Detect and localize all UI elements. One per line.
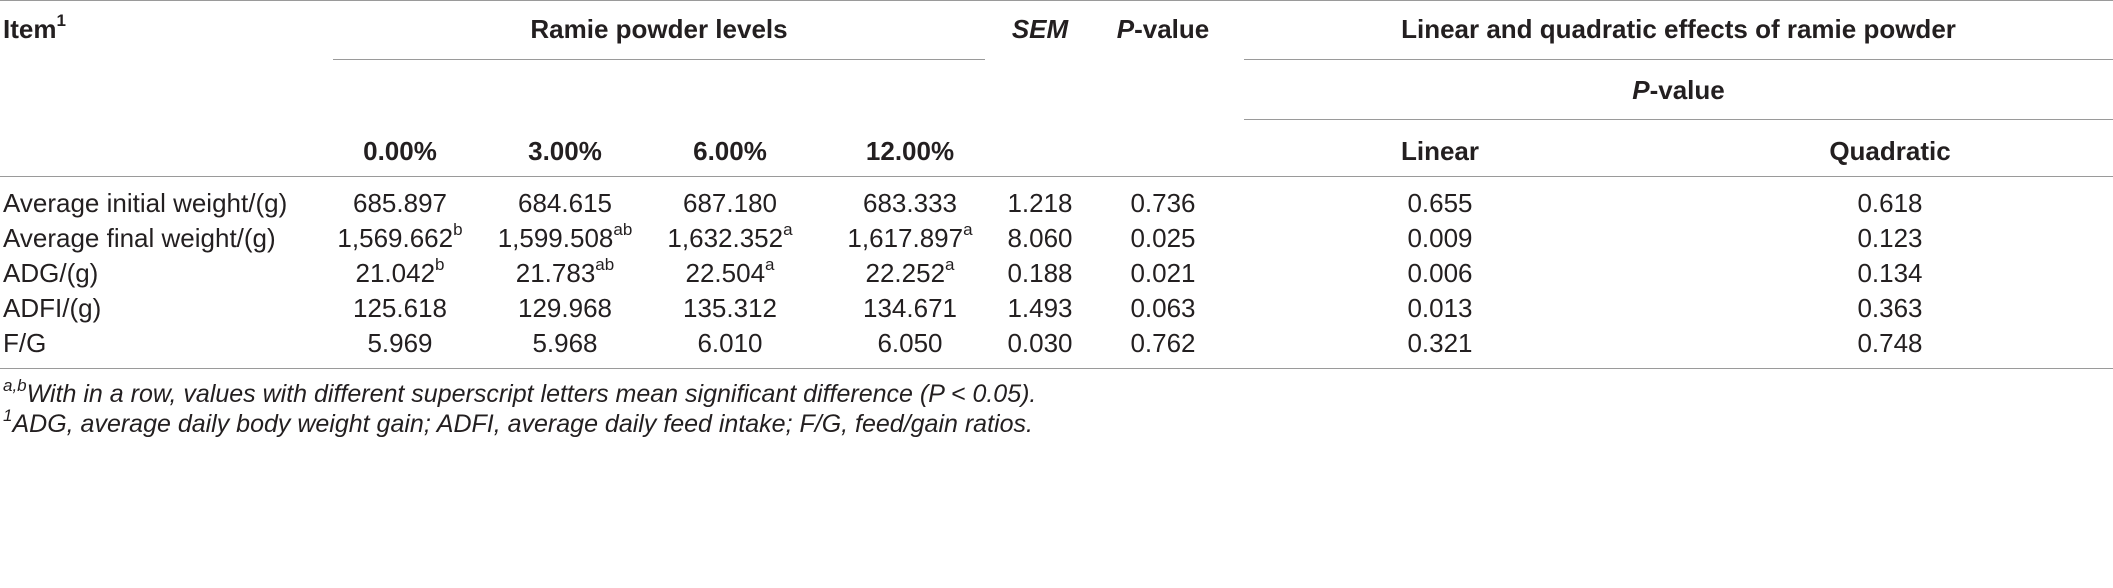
effects-group-rule bbox=[1244, 59, 2113, 60]
level-value-cell: 125.618 bbox=[353, 293, 447, 323]
sem-header: SEM bbox=[1011, 14, 1069, 44]
p-value-cell: 0.025 bbox=[1130, 223, 1196, 253]
p-value-cell: 0.736 bbox=[1130, 188, 1196, 218]
linear-value-cell: 0.013 bbox=[1407, 293, 1473, 323]
level-value-cell: 684.615 bbox=[518, 188, 612, 218]
pvalue-group-rule bbox=[1244, 119, 2113, 120]
footnote-significance: a,bWith in a row, values with different … bbox=[3, 375, 1037, 408]
sem-value-cell: 8.060 bbox=[1007, 223, 1073, 253]
row-item-label: Average final weight/(g) bbox=[3, 223, 276, 253]
quadratic-value-cell: 0.363 bbox=[1857, 293, 1923, 323]
level-value-cell: 6.050 bbox=[877, 328, 943, 358]
footnote-abbreviations: 1ADG, average daily body weight gain; AD… bbox=[3, 405, 1033, 438]
sem-value-cell: 1.493 bbox=[1007, 293, 1073, 323]
levels-group-rule bbox=[333, 59, 985, 60]
level-value-cell: 134.671 bbox=[863, 293, 957, 323]
level-value-cell: 22.252a bbox=[865, 255, 955, 288]
level-value-cell: 1,632.352a bbox=[667, 220, 793, 253]
p-value-cell: 0.762 bbox=[1130, 328, 1196, 358]
linear-value-cell: 0.009 bbox=[1407, 223, 1473, 253]
level-value-cell: 5.968 bbox=[532, 328, 598, 358]
level-value-cell: 22.504a bbox=[685, 255, 775, 288]
level-value-cell: 1,599.508ab bbox=[497, 220, 633, 253]
quadratic-header: Quadratic bbox=[1829, 136, 1951, 166]
linear-value-cell: 0.321 bbox=[1407, 328, 1473, 358]
header-bottom-rule bbox=[0, 176, 2113, 177]
level-value-cell: 6.010 bbox=[697, 328, 763, 358]
row-item-label: ADFI/(g) bbox=[3, 293, 102, 323]
level-value-cell: 5.969 bbox=[367, 328, 433, 358]
sem-value-cell: 0.188 bbox=[1007, 258, 1073, 288]
row-item-label: ADG/(g) bbox=[3, 258, 99, 288]
level-header-0: 0.00% bbox=[363, 136, 437, 166]
linear-value-cell: 0.655 bbox=[1407, 188, 1473, 218]
level-header-1: 3.00% bbox=[528, 136, 602, 166]
effects-group-header: Linear and quadratic effects of ramie po… bbox=[1401, 14, 1956, 44]
level-value-cell: 21.783ab bbox=[515, 255, 615, 288]
quadratic-value-cell: 0.618 bbox=[1857, 188, 1923, 218]
row-item-label: F/G bbox=[3, 328, 47, 358]
quadratic-value-cell: 0.748 bbox=[1857, 328, 1923, 358]
table-bottom-rule bbox=[0, 368, 2113, 369]
item-header: Item1 bbox=[3, 11, 66, 44]
level-value-cell: 21.042b bbox=[355, 255, 445, 288]
effects-pvalue-header: P-value bbox=[1632, 75, 1725, 105]
level-value-cell: 683.333 bbox=[863, 188, 957, 218]
table-top-rule bbox=[0, 0, 2113, 1]
level-value-cell: 687.180 bbox=[683, 188, 777, 218]
pvalue-header: P-value bbox=[1116, 14, 1210, 44]
p-value-cell: 0.021 bbox=[1130, 258, 1196, 288]
quadratic-value-cell: 0.134 bbox=[1857, 258, 1923, 288]
sem-value-cell: 1.218 bbox=[1007, 188, 1073, 218]
level-header-2: 6.00% bbox=[693, 136, 767, 166]
level-value-cell: 135.312 bbox=[683, 293, 777, 323]
row-item-label: Average initial weight/(g) bbox=[3, 188, 288, 218]
level-value-cell: 1,617.897a bbox=[847, 220, 973, 253]
levels-group-header: Ramie powder levels bbox=[530, 14, 788, 44]
linear-value-cell: 0.006 bbox=[1407, 258, 1473, 288]
p-value-cell: 0.063 bbox=[1130, 293, 1196, 323]
level-value-cell: 685.897 bbox=[353, 188, 447, 218]
level-header-3: 12.00% bbox=[865, 136, 955, 166]
linear-header: Linear bbox=[1400, 136, 1480, 166]
level-value-cell: 1,569.662b bbox=[337, 220, 463, 253]
sem-value-cell: 0.030 bbox=[1007, 328, 1073, 358]
quadratic-value-cell: 0.123 bbox=[1857, 223, 1923, 253]
level-value-cell: 129.968 bbox=[518, 293, 612, 323]
